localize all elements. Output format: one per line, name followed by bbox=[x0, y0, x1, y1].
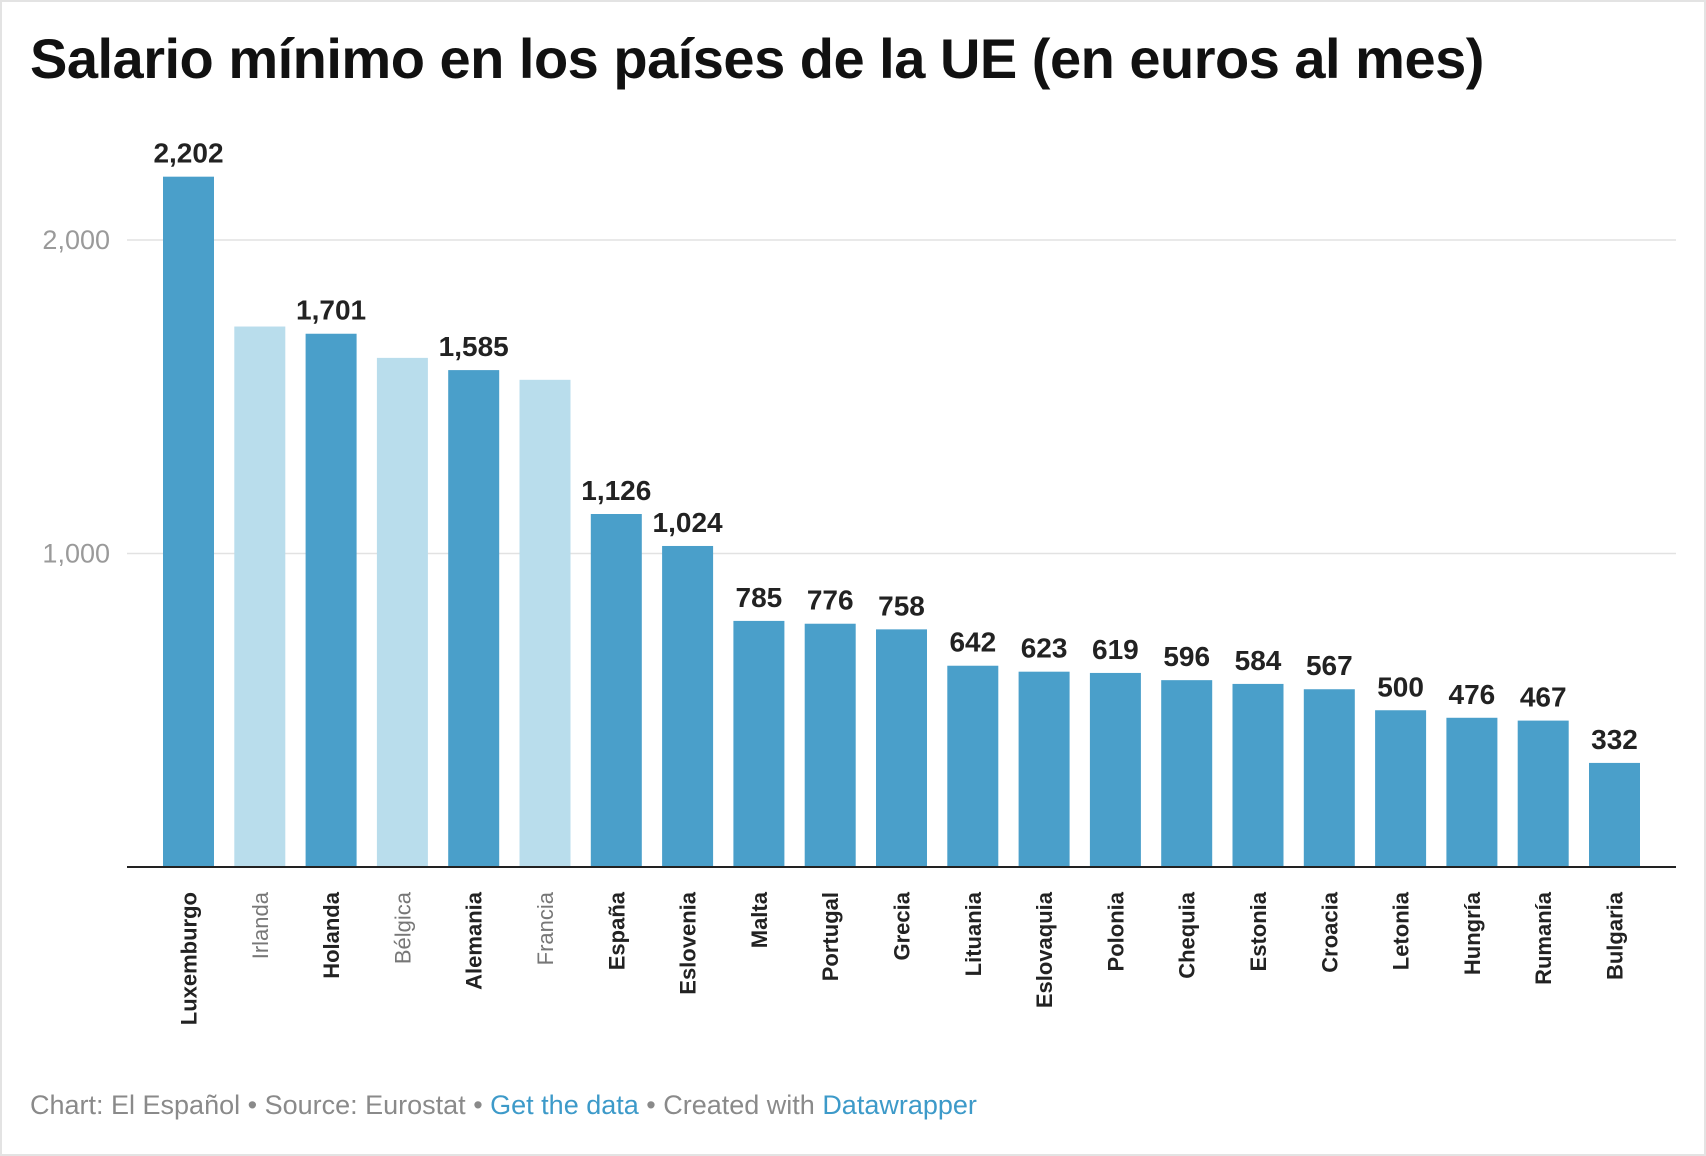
x-category-label: Eslovenia bbox=[676, 891, 701, 994]
data-label: 567 bbox=[1306, 650, 1353, 681]
x-category-label: Luxemburgo bbox=[177, 892, 202, 1025]
bar bbox=[1018, 671, 1070, 867]
bar bbox=[1303, 689, 1355, 867]
x-category-label: Letonia bbox=[1389, 891, 1414, 970]
x-category-label: Alemania bbox=[462, 891, 487, 990]
bar bbox=[1446, 717, 1498, 867]
separator: • bbox=[638, 1090, 664, 1120]
data-label: 332 bbox=[1591, 724, 1638, 755]
data-label: 758 bbox=[878, 590, 925, 621]
data-label: 476 bbox=[1449, 679, 1496, 710]
y-tick-label: 2,000 bbox=[42, 225, 110, 255]
data-label: 1,701 bbox=[296, 295, 366, 326]
bar bbox=[590, 513, 642, 867]
bar bbox=[1089, 672, 1141, 867]
data-label: 467 bbox=[1520, 682, 1567, 713]
bar bbox=[1375, 710, 1427, 867]
bar bbox=[804, 623, 856, 867]
data-label: 619 bbox=[1092, 634, 1139, 665]
x-category-label: Grecia bbox=[890, 891, 915, 960]
x-category-label: Francia bbox=[533, 891, 558, 965]
data-label: 1,126 bbox=[581, 475, 651, 506]
get-the-data-link[interactable]: Get the data bbox=[490, 1090, 639, 1120]
x-category-label: Croacia bbox=[1317, 891, 1342, 972]
x-category-label: Irlanda bbox=[248, 891, 273, 959]
bar bbox=[947, 665, 999, 867]
x-category-label: Bulgaria bbox=[1603, 891, 1628, 980]
bar bbox=[1232, 683, 1284, 867]
data-label: 1,024 bbox=[653, 507, 723, 538]
data-label: 500 bbox=[1377, 671, 1424, 702]
x-category-label: Estonia bbox=[1246, 891, 1271, 971]
created-with-text: Created with bbox=[663, 1090, 823, 1120]
x-category-label: Eslovaquia bbox=[1032, 891, 1057, 1008]
bar bbox=[876, 629, 927, 867]
x-category-label: Chequia bbox=[1175, 891, 1200, 979]
separator: • bbox=[465, 1090, 491, 1120]
data-label: 584 bbox=[1235, 645, 1282, 676]
bar bbox=[448, 370, 500, 867]
x-category-label: España bbox=[604, 891, 629, 970]
bar bbox=[662, 545, 714, 867]
bar bbox=[1589, 762, 1640, 867]
bar bbox=[1161, 680, 1213, 867]
chart-title: Salario mínimo en los países de la UE (e… bbox=[30, 27, 1484, 90]
x-category-label: Hungría bbox=[1460, 891, 1485, 975]
x-category-label: Bélgica bbox=[390, 891, 415, 964]
chart-credit: Chart: El Español bbox=[30, 1090, 241, 1120]
data-label: 2,202 bbox=[153, 138, 223, 169]
bar bbox=[519, 379, 571, 867]
x-category-label: Portugal bbox=[818, 892, 843, 981]
separator: • bbox=[240, 1090, 265, 1120]
x-category-label: Holanda bbox=[319, 891, 344, 979]
x-category-label: Polonia bbox=[1103, 891, 1128, 971]
data-label: 785 bbox=[736, 582, 783, 613]
bar bbox=[1517, 720, 1569, 867]
data-label: 623 bbox=[1021, 633, 1068, 664]
data-label: 642 bbox=[949, 627, 996, 658]
data-label: 1,585 bbox=[439, 331, 509, 362]
x-category-label: Lituania bbox=[961, 891, 986, 976]
data-label: 596 bbox=[1163, 641, 1210, 672]
data-label: 776 bbox=[807, 585, 854, 616]
bar bbox=[376, 357, 428, 867]
y-tick-label: 1,000 bbox=[42, 539, 110, 569]
source-text: Source: Eurostat bbox=[264, 1090, 466, 1120]
bar bbox=[163, 176, 214, 868]
footer: Chart: El Español • Source: Eurostat • G… bbox=[30, 1090, 977, 1121]
bar bbox=[234, 326, 286, 867]
datawrapper-link[interactable]: Datawrapper bbox=[822, 1090, 977, 1120]
bar bbox=[305, 333, 357, 867]
bar bbox=[733, 620, 785, 867]
x-category-label: Malta bbox=[747, 891, 772, 948]
x-category-label: Rumanía bbox=[1531, 891, 1556, 985]
